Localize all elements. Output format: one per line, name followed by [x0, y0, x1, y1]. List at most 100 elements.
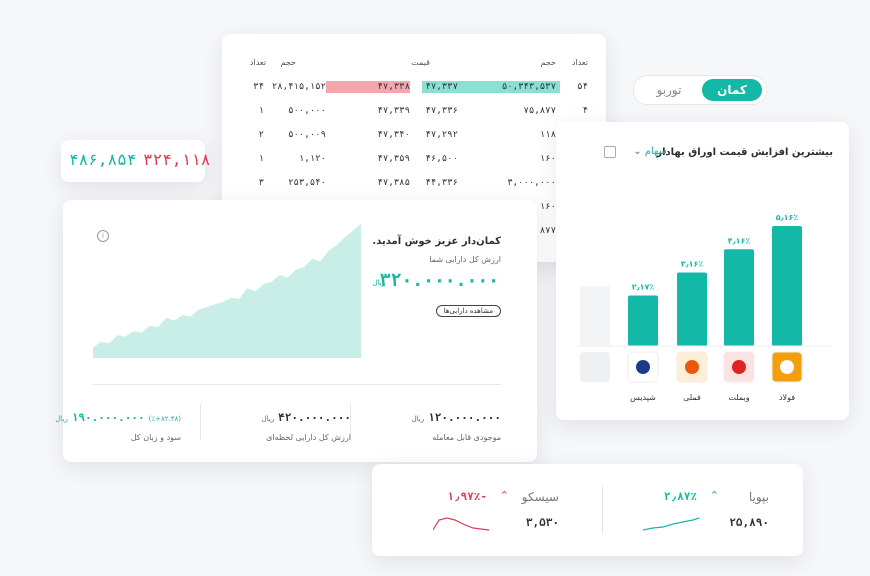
sell-depth-bar: [326, 81, 410, 93]
stat-label: موجودی قابل معامله: [432, 433, 501, 442]
cell-price-buy: ۴۷,۳۳۶: [425, 106, 458, 116]
cell-volume-r: ۱۶۰: [539, 154, 556, 164]
tab-turbo-label: توربو: [656, 83, 682, 97]
stat-value: ۱۹۰.۰۰۰.۰۰۰: [71, 411, 145, 424]
top-movers-card: بیشترین افزایش قیمت اوراق بهادار سهام ⌄ …: [556, 122, 849, 420]
bar-pct-label: ۴٫۱۶٪: [728, 236, 751, 245]
total-asset-label: ارزش کل دارایی شما: [429, 255, 501, 264]
order-row[interactable]: ۴ ۷۵,۸۷۷ ۴۷,۳۳۶ ۴۷,۳۳۹ ۵۰۰,۰۰۰ ۱: [222, 104, 606, 118]
tab-kaman[interactable]: کمان: [702, 79, 762, 101]
cell-count-l: ۱: [258, 154, 264, 164]
divider: [93, 384, 501, 385]
cell-price-buy: ۴۴,۳۳۶: [425, 178, 458, 188]
bar-pct-label: ۵٫۱۶٪: [776, 213, 799, 222]
cell-volume-l: ۱,۱۲۰: [298, 154, 326, 164]
platform-tabs: کمان توربو: [633, 75, 767, 105]
cell-count-l: ۲: [258, 130, 264, 140]
sparkline: [643, 517, 699, 531]
cell-volume-r: ۵۰,۳۴۳,۵۳۷: [501, 82, 556, 92]
header-count-buy: تعداد: [571, 58, 588, 67]
header-count-sell: تعداد: [249, 58, 266, 67]
cell-volume-l: ۵۰۰,۰۰۹: [288, 130, 326, 140]
cell-volume-l: ۵۰۰,۰۰۰: [288, 106, 326, 116]
quote-price: ۳,۵۳۰: [525, 516, 559, 529]
buy-depth-bar: [422, 81, 560, 93]
quote-change: ۲٫۸۷٪: [663, 490, 697, 503]
ticker-green-value: ۴۸۶,۸۵۴: [69, 150, 137, 169]
cell-price-sell: ۴۷,۳۸۵: [377, 178, 410, 188]
ticker-red-value: ۳۲۴,۱۱۸: [143, 150, 211, 169]
view-assets-label: مشاهده دارایی‌ها: [443, 307, 493, 315]
view-assets-button[interactable]: مشاهده دارایی‌ها: [435, 305, 501, 317]
sparkline-line: [643, 517, 699, 531]
arrow-up-icon: ⌃: [499, 489, 509, 502]
stock-name: فملی: [683, 393, 701, 402]
stat-value: ۴۲۰.۰۰۰.۰۰۰: [278, 411, 351, 424]
quote-price: ۲۵,۸۹۰: [729, 516, 769, 529]
cell-price-sell: ۴۷,۳۳۹: [377, 106, 410, 116]
cell-volume-r: ۳,۰۰۰,۰۰۰: [507, 178, 556, 188]
bar-0[interactable]: [772, 226, 802, 346]
stat-item: (۸۲.۴۸+٪)۱۹۰.۰۰۰.۰۰۰ریال سود و زیان کل: [41, 406, 181, 442]
header-price: قیمت: [411, 58, 430, 67]
stat-label: ارزش کل دارایی لحظه‌ای: [266, 433, 351, 442]
sparkline-line: [433, 517, 489, 531]
ticker-card: ۴۸۶,۸۵۴ ۳۲۴,۱۱۸: [61, 140, 210, 182]
bar-pct-label: ۲٫۱۷٪: [632, 283, 655, 292]
cell-count-l: ۳: [258, 178, 264, 188]
quote-name: بپویا: [748, 490, 769, 504]
quote-name: سیسکو: [521, 490, 559, 504]
cell-volume-r: ۱۱۸: [539, 130, 556, 140]
quote-item[interactable]: سیسکو ۳,۵۳۰ ⌃ -۱٫۹۷٪: [399, 484, 559, 544]
order-row[interactable]: ۵۴ ۵۰,۳۴۳,۵۳۷ ۴۷,۳۳۷ ۴۷,۳۳۸ ۲۸,۴۱۵,۱۵۲ ۳۴: [222, 80, 606, 94]
cell-count-l: ۳۴: [253, 82, 264, 92]
welcome-text: کمان‌دار عزیز خوش آمدید.: [372, 236, 501, 247]
cell-volume-l: ۲۵۳,۵۴۰: [288, 178, 326, 188]
cell-price-sell: ۴۷,۳۳۸: [377, 82, 410, 92]
tab-turbo[interactable]: توربو: [640, 79, 698, 101]
quote-divider: [602, 486, 603, 534]
info-icon[interactable]: i: [97, 230, 109, 242]
portfolio-card: کمان‌دار عزیز خوش آمدید. ارزش کل دارایی …: [55, 200, 537, 462]
market-filter-dropdown[interactable]: سهام ⌄: [633, 146, 667, 157]
portfolio-area-chart: [93, 224, 361, 358]
info-icon[interactable]: [604, 146, 616, 158]
bar-2[interactable]: [677, 272, 707, 346]
top-movers-title: بیشترین افزایش قیمت اوراق بهادار: [656, 147, 833, 158]
market-filter-label: سهام: [644, 146, 667, 157]
area-series: [93, 224, 361, 358]
bar-1[interactable]: [724, 249, 754, 346]
stock-name: وبملت: [728, 393, 749, 402]
stat-value: ۱۲۰.۰۰۰.۰۰۰: [428, 411, 501, 424]
chevron-down-icon: ⌄: [633, 146, 642, 157]
stat-currency: ریال: [261, 415, 275, 423]
cell-volume-l: ۲۸,۴۱۵,۱۵۲: [271, 82, 326, 92]
stat-currency: ریال: [411, 415, 425, 423]
cell-price-sell: ۴۷,۳۴۰: [377, 130, 410, 140]
bar-3[interactable]: [628, 295, 658, 346]
quote-item[interactable]: بپویا ۲۵,۸۹۰ ⌃ ۲٫۸۷٪: [609, 484, 769, 544]
placeholder-bar: [580, 286, 610, 346]
sparkline: [433, 517, 489, 531]
placeholder-logo: [580, 352, 610, 382]
quote-change: -۱٫۹۷٪: [447, 490, 487, 503]
bar-pct-label: ۳٫۱۶٪: [681, 260, 704, 269]
cell-price-buy: ۴۷,۲۹۲: [425, 130, 458, 140]
header-volume-buy: حجم: [540, 58, 556, 67]
total-asset-value: ۳۲۰.۰۰۰.۰۰۰: [379, 270, 499, 291]
stat-change: (۸۲.۴۸+٪): [148, 415, 181, 423]
stat-item: ۴۲۰.۰۰۰.۰۰۰ریال ارزش کل دارایی لحظه‌ای: [211, 406, 351, 442]
stock-name: فولاد: [779, 393, 795, 402]
cell-count-l: ۱: [258, 106, 264, 116]
stat-divider: [200, 404, 201, 440]
stat-divider: [350, 404, 351, 440]
stock-name: شپدیس: [630, 393, 656, 402]
vbmellat-logo-mark: [732, 360, 746, 374]
movers-bar-chart: ۵٫۱۶٪ فولاد ۴٫۱۶٪ وبملت ۳٫۱۶٪ فملی ۲٫۱۷٪ شپدیس: [576, 213, 831, 402]
cell-volume-r: ۷۵,۸۷۷: [523, 106, 556, 116]
total-asset-currency: ریال: [372, 279, 385, 287]
foolad-logo-mark: [780, 360, 794, 374]
